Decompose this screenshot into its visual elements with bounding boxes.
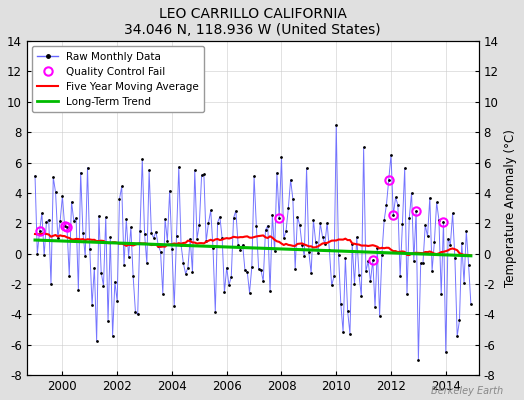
Text: Berkeley Earth: Berkeley Earth [431,386,503,396]
Y-axis label: Temperature Anomaly (°C): Temperature Anomaly (°C) [504,129,517,287]
Title: LEO CARRILLO CALIFORNIA
34.046 N, 118.936 W (United States): LEO CARRILLO CALIFORNIA 34.046 N, 118.93… [124,7,381,37]
Legend: Raw Monthly Data, Quality Control Fail, Five Year Moving Average, Long-Term Tren: Raw Monthly Data, Quality Control Fail, … [32,46,204,112]
